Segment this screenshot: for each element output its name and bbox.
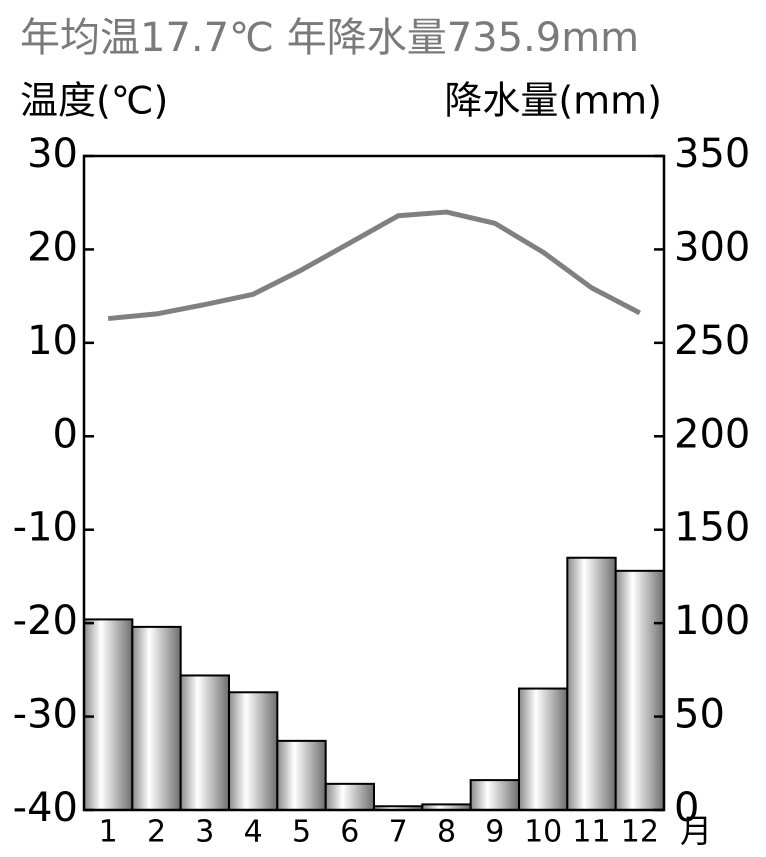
y-tick-label: 10 — [27, 318, 78, 364]
y-tick-label: -30 — [13, 692, 78, 738]
y2-tick-label: 100 — [674, 598, 750, 644]
chart-title: 年均温17.7℃ 年降水量735.9mm — [20, 15, 639, 61]
x-tick-label: 8 — [437, 815, 456, 850]
y2-tick-label: 50 — [674, 692, 725, 738]
y2-axis-label: 降水量(mm) — [444, 79, 662, 123]
x-tick-label: 3 — [195, 815, 214, 850]
y-axis-label: 温度(℃) — [20, 79, 168, 123]
bar — [566, 556, 617, 811]
y2-tick-label: 200 — [674, 411, 750, 457]
bar — [276, 739, 327, 811]
y2-tick-label: 150 — [674, 505, 750, 551]
y-tick-label: 0 — [53, 411, 78, 457]
plot-frame — [82, 154, 666, 812]
y-tick-label: 20 — [27, 224, 78, 270]
y-tick-label: -10 — [13, 505, 78, 551]
y2-tick-label: 350 — [674, 131, 750, 177]
y2-tick-label: 0 — [674, 785, 699, 831]
x-tick-label: 10 — [524, 815, 562, 850]
x-tick-label: 1 — [99, 815, 118, 850]
x-tick-label: 2 — [147, 815, 166, 850]
y2-tick-label: 250 — [674, 318, 750, 364]
bar — [324, 782, 375, 812]
bar — [614, 569, 666, 812]
x-tick-label: 11 — [572, 815, 610, 850]
y2-tick-label: 300 — [674, 224, 750, 270]
y-tick-label: -40 — [13, 785, 78, 831]
x-tick-label: 4 — [244, 815, 263, 850]
y-tick-label: 30 — [27, 131, 78, 177]
x-tick-label: 7 — [389, 815, 408, 850]
x-tick-label: 5 — [292, 815, 311, 850]
x-axis-label: 月 — [680, 812, 712, 850]
temperature-line — [107, 209, 641, 322]
x-tick-label: 12 — [621, 815, 659, 850]
bar — [131, 625, 182, 811]
x-tick-label: 9 — [485, 815, 504, 850]
y-tick-label: -20 — [13, 598, 78, 644]
bar — [469, 779, 520, 811]
bar — [83, 618, 134, 811]
bar — [228, 691, 279, 812]
bar — [179, 674, 231, 811]
bar — [518, 687, 569, 811]
x-tick-label: 6 — [340, 815, 359, 850]
